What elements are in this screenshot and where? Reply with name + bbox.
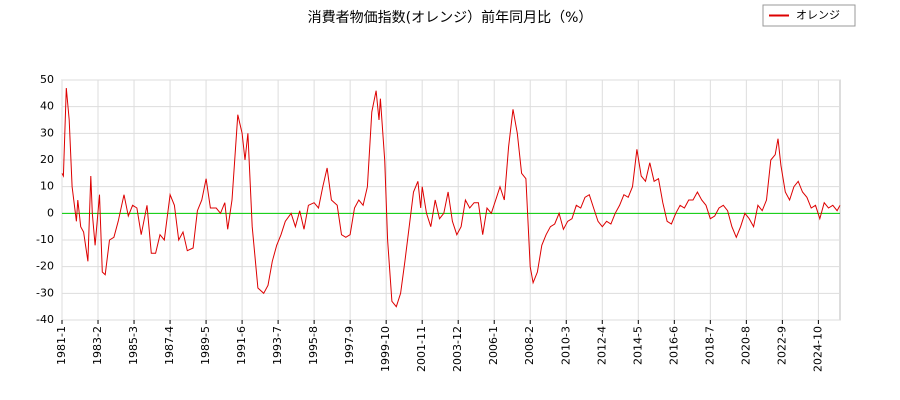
- x-tick-label: 2008-2: [523, 326, 536, 365]
- x-tick-label: 2014-5: [631, 326, 644, 365]
- x-tick-label: 2022-9: [775, 326, 788, 365]
- legend-box: [762, 4, 856, 27]
- chart-title: 消費者物価指数(オレンジ）前年同月比（%）: [308, 9, 593, 26]
- y-tick-label: -10: [36, 233, 54, 246]
- x-tick-label: 2010-3: [559, 326, 572, 365]
- x-tick-label: 2018-7: [703, 326, 716, 365]
- x-tick-label: 2001-11: [415, 326, 428, 372]
- x-tick-label: 1997-9: [343, 326, 356, 365]
- y-tick-label: -30: [36, 286, 54, 299]
- x-tick-label: 1989-5: [199, 326, 212, 365]
- plot-frame: [61, 79, 841, 321]
- x-tick-label: 1991-6: [235, 326, 248, 365]
- y-tick-label: 20: [40, 153, 54, 166]
- y-tick-label: 0: [47, 206, 54, 219]
- x-tick-label: 2006-1: [487, 326, 500, 365]
- y-tick-label: 50: [40, 73, 54, 86]
- x-tick-label: 2003-12: [451, 326, 464, 372]
- x-tick-label: 1993-7: [271, 326, 284, 365]
- legend-label: オレンジ: [796, 9, 840, 22]
- data-line: [61, 87, 841, 308]
- x-tick-label: 1981-1: [55, 326, 68, 365]
- x-tick-label: 1987-4: [163, 326, 176, 365]
- y-tick-label: -20: [36, 260, 54, 273]
- x-tick-label: 1999-10: [379, 326, 392, 372]
- x-tick-label: 2020-8: [739, 326, 752, 365]
- y-tick-label: -40: [36, 313, 54, 326]
- x-tick-label: 2016-6: [667, 326, 680, 365]
- y-tick-label: 40: [40, 100, 54, 113]
- y-tick-label: 30: [40, 126, 54, 139]
- x-tick-label: 1995-8: [307, 326, 320, 365]
- x-tick-label: 2012-4: [595, 326, 608, 365]
- x-tick-label: 2024-10: [811, 326, 824, 372]
- x-tick-label: 1985-3: [127, 326, 140, 365]
- x-tick-label: 1983-2: [91, 326, 104, 365]
- y-tick-label: 10: [40, 180, 54, 193]
